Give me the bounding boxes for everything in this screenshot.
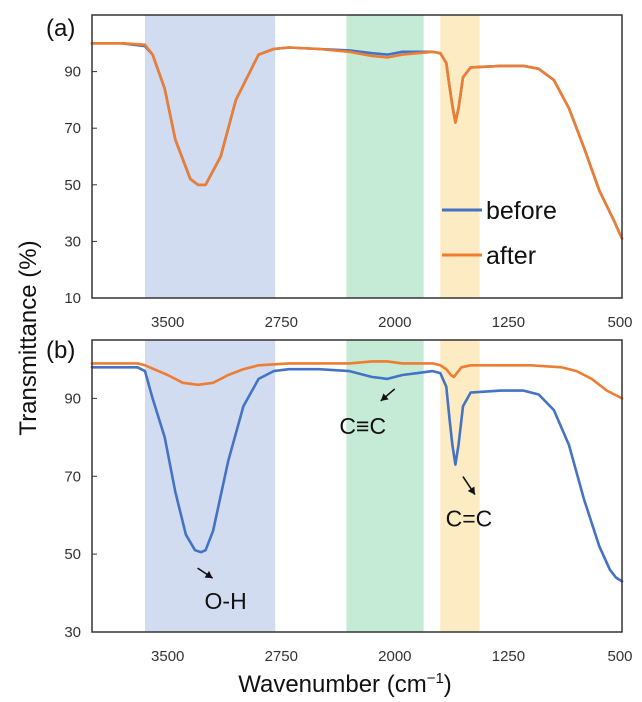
x-tick-label: 500 <box>607 648 632 665</box>
y-tick-label: 90 <box>64 390 81 407</box>
panel-label: (a) <box>46 15 75 42</box>
x-tick-label: 1250 <box>492 314 525 331</box>
y-axis-title: Transmittance (%) <box>15 240 42 435</box>
x-tick-label: 3500 <box>151 648 184 665</box>
x-tick-label: 2750 <box>265 314 298 331</box>
series-line-before <box>90 366 624 583</box>
x-axis-title-text: Wavenumber (cm <box>238 671 426 698</box>
x-tick-label: 3500 <box>151 314 184 331</box>
y-tick-label: 70 <box>64 468 81 485</box>
highlight-band-1 <box>145 15 276 298</box>
plot-frame <box>91 339 623 633</box>
x-axis-title-superscript: −1 <box>427 670 444 687</box>
legend-label-after: after <box>486 242 536 270</box>
y-tick-label: 70 <box>64 120 81 137</box>
x-tick-label: 500 <box>607 314 632 331</box>
legend-label-before: before <box>486 197 557 225</box>
y-tick-label: 50 <box>64 546 81 563</box>
series-line-after <box>90 360 624 400</box>
x-tick-label: 2000 <box>378 648 411 665</box>
annotation-arrowhead <box>467 486 475 495</box>
x-axis-title: Wavenumber (cm−1) <box>238 670 452 698</box>
panel-a: 90 70 50 30 10 3500 2750 2000 1250 500 (a) before af… <box>46 14 633 331</box>
x-tick-label: 2750 <box>265 648 298 665</box>
y-tick-label: 10 <box>64 290 81 307</box>
y-tick-label: 50 <box>64 177 81 194</box>
peak-annotation: C≡C <box>339 413 386 439</box>
x-axis-title-close: ) <box>444 671 452 698</box>
panel-b: 90 70 50 30 3500 2750 2000 1250 500 (b) O-H C≡C C=C <box>46 337 633 665</box>
x-tick-label: 2000 <box>378 314 411 331</box>
y-tick-label: 90 <box>64 64 81 81</box>
y-tick-label: 30 <box>64 233 81 250</box>
highlight-band-2 <box>346 15 424 298</box>
panel-label: (b) <box>46 337 75 364</box>
peak-annotation: O-H <box>205 588 247 614</box>
annotation-arrowhead <box>204 570 213 579</box>
y-tick-label: 30 <box>64 624 81 641</box>
peak-annotation: C=C <box>446 506 493 532</box>
plot-frame <box>91 14 623 299</box>
series-line-after <box>90 42 624 240</box>
highlight-band-2 <box>346 340 424 632</box>
annotation-arrowhead <box>380 393 389 401</box>
x-tick-label: 1250 <box>492 648 525 665</box>
